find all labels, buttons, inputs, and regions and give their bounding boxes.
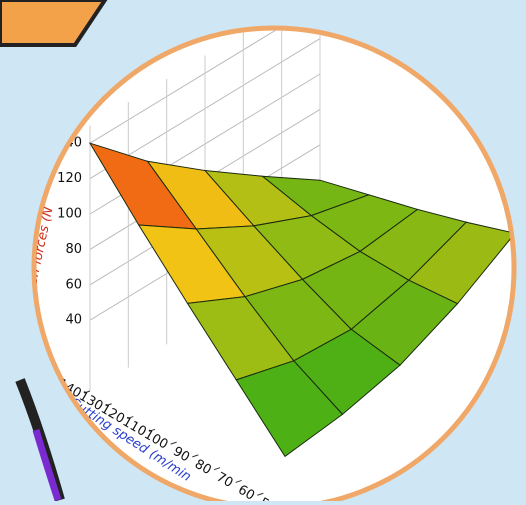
z-tick-label: 80 bbox=[65, 242, 82, 257]
z-tick-label: 100 bbox=[57, 207, 82, 222]
page: tion forces (N Cutting speed (m/min 4060… bbox=[0, 0, 526, 501]
z-tick-label: 40 bbox=[65, 313, 82, 328]
z-tick-label: 60 bbox=[65, 277, 82, 292]
z-tick-label: 120 bbox=[57, 171, 82, 186]
